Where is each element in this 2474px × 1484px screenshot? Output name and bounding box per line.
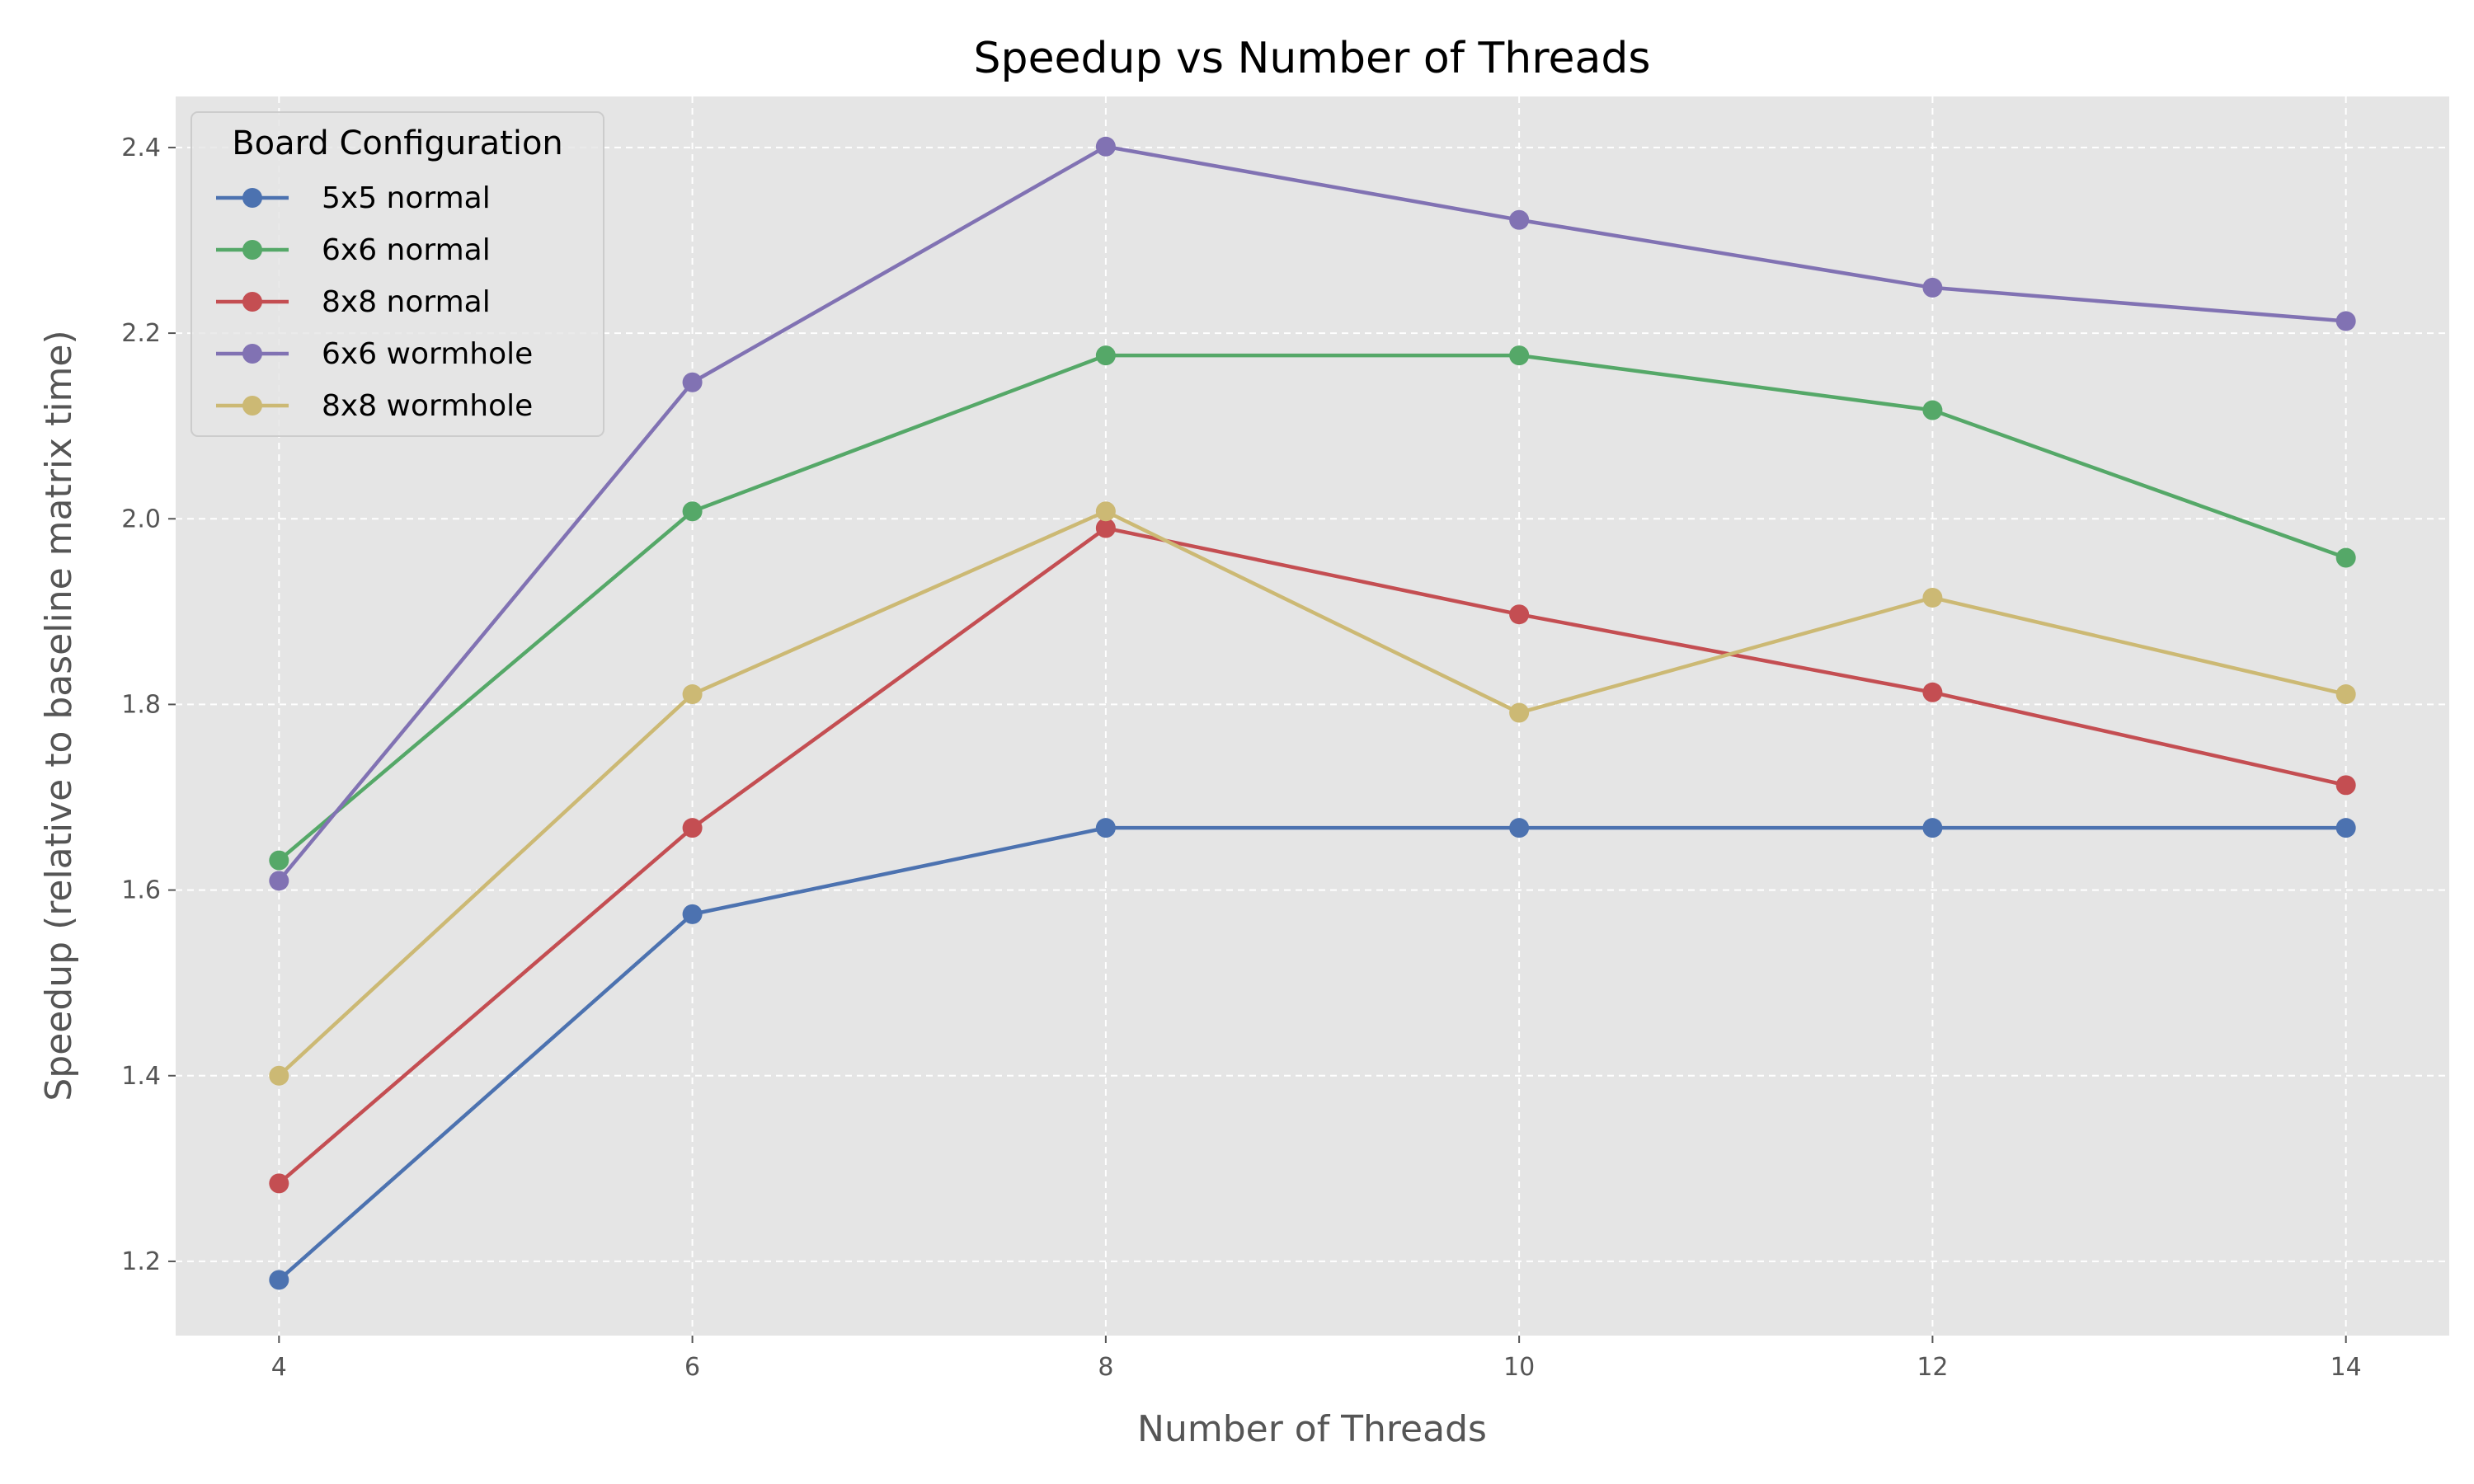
legend-label: 6x6 normal [322, 233, 491, 267]
x-tick-label: 8 [1098, 1353, 1113, 1382]
legend-item: 8x8 normal [216, 285, 491, 319]
x-tick-label: 12 [1917, 1353, 1948, 1382]
legend-box [190, 111, 604, 437]
data-point [269, 1173, 289, 1194]
data-point [1509, 604, 1530, 625]
y-axis-ticks: 1.2 1.4 1.6 1.8 2.0 2.2 2.4 [121, 134, 176, 1276]
gridlines [176, 96, 2449, 1336]
data-point [1509, 345, 1530, 366]
legend-swatch-marker [242, 188, 262, 208]
x-tick-label: 10 [1503, 1353, 1535, 1382]
data-point [269, 850, 289, 871]
data-point [682, 501, 703, 522]
data-point [682, 684, 703, 705]
legend-item: 5x5 normal [216, 181, 491, 215]
y-tick-label: 2.4 [121, 134, 161, 162]
data-point [2335, 775, 2356, 796]
series-5x5-normal [269, 818, 2356, 1290]
data-point [2335, 311, 2356, 331]
series-8x8-wormhole [269, 501, 2356, 1086]
data-point [269, 1270, 289, 1290]
data-point [1095, 345, 1116, 366]
series-layer [269, 136, 2356, 1290]
y-tick-label: 2.0 [121, 505, 161, 533]
legend-label: 6x6 wormhole [322, 337, 533, 371]
legend-item: 6x6 wormhole [216, 337, 533, 371]
y-axis-title: Speedup (relative to baseline matrix tim… [38, 330, 80, 1101]
series-line [277, 144, 2346, 882]
x-axis-title: Number of Threads [1137, 1408, 1487, 1450]
y-tick-label: 1.8 [121, 690, 161, 719]
data-point [682, 372, 703, 392]
data-point [2335, 547, 2356, 568]
data-point [2335, 684, 2356, 705]
x-tick-label: 6 [684, 1353, 700, 1382]
data-point [2335, 818, 2356, 838]
series-line [277, 353, 2347, 862]
legend-label: 8x8 normal [322, 285, 491, 319]
legend: Board Configuration 5x5 normal 6x6 normal… [190, 111, 604, 437]
legend-item: 8x8 wormhole [216, 389, 533, 423]
x-tick-label: 4 [271, 1353, 287, 1382]
legend-label: 5x5 normal [322, 181, 491, 215]
data-point [1509, 209, 1530, 230]
data-point [269, 871, 289, 891]
data-point [682, 818, 703, 838]
y-tick-label: 1.6 [121, 876, 161, 905]
data-point [1095, 518, 1116, 538]
data-point [1922, 400, 1943, 420]
series-6x6-normal [269, 345, 2356, 871]
y-tick-label: 1.2 [121, 1247, 161, 1276]
legend-title: Board Configuration [232, 124, 563, 162]
data-point [1922, 587, 1943, 608]
legend-swatch-marker [242, 344, 262, 364]
legend-swatch-marker [242, 292, 262, 312]
series-6x6-wormhole [269, 136, 2356, 891]
data-point [682, 904, 703, 924]
data-point [1095, 501, 1116, 522]
legend-swatch-marker [242, 396, 262, 416]
data-point [269, 1065, 289, 1086]
y-tick-label: 2.2 [121, 319, 161, 348]
chart-title: Speedup vs Number of Threads [974, 34, 1651, 83]
legend-item: 6x6 normal [216, 233, 491, 267]
data-point [1922, 818, 1943, 838]
data-point [1095, 136, 1116, 157]
legend-label: 8x8 wormhole [322, 389, 533, 423]
series-line [277, 825, 2346, 1282]
legend-items: 5x5 normal 6x6 normal 8x8 normal 6x6 wormho… [216, 181, 533, 423]
legend-swatch-marker [242, 240, 262, 260]
data-point [1509, 818, 1530, 838]
data-point [1922, 277, 1943, 298]
x-tick-label: 14 [2331, 1353, 2362, 1382]
x-axis-ticks: 4 6 8 10 12 14 [271, 1336, 2362, 1382]
data-point [1095, 818, 1116, 838]
data-point [1509, 702, 1530, 723]
series-8x8-normal [269, 518, 2356, 1194]
data-point [1922, 682, 1943, 702]
series-line [277, 510, 2347, 1078]
y-tick-label: 1.4 [121, 1062, 161, 1091]
series-line [277, 526, 2347, 1186]
